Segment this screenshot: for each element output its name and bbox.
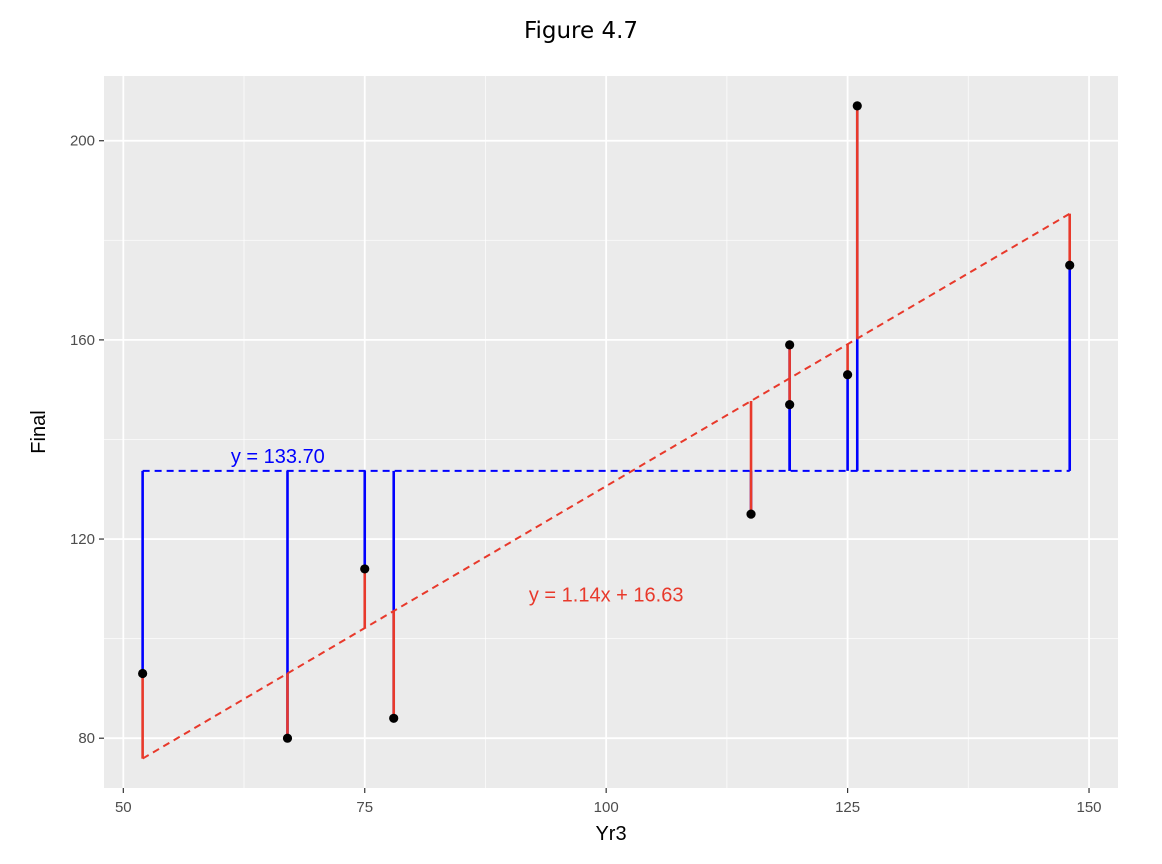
data-point (138, 668, 148, 679)
x-axis-ticks: 50 75 100 125 150 (115, 788, 1102, 816)
x-tick-label: 150 (1077, 799, 1102, 816)
data-point (852, 101, 862, 111)
fit-residuals (141, 105, 1072, 759)
y-tick-label: 80 (78, 730, 95, 747)
data-point (1065, 260, 1075, 270)
x-axis-title: Yr3 (595, 823, 626, 845)
mean-line-label: y = 133.70 (231, 446, 325, 468)
x-tick-label: 50 (115, 799, 132, 816)
data-point (785, 400, 795, 410)
data-point (785, 340, 795, 350)
data-point (389, 713, 399, 723)
y-tick-label: 120 (70, 531, 95, 548)
y-axis-ticks: 80 120 160 200 (70, 133, 104, 747)
data-points (138, 101, 1075, 743)
chart-title: Figure 4.7 (523, 18, 639, 44)
y-axis-title: Final (28, 410, 50, 453)
x-tick-label: 75 (356, 799, 373, 816)
data-point (746, 509, 756, 519)
data-point (843, 370, 853, 380)
y-tick-label: 200 (70, 133, 95, 150)
data-point (282, 733, 293, 743)
x-tick-label: 100 (594, 799, 619, 816)
grid-minor (104, 76, 1118, 788)
regression-line-label: y = 1.14x + 16.63 (529, 584, 684, 606)
y-tick-label: 160 (70, 332, 95, 349)
x-tick-label: 125 (835, 799, 860, 816)
data-point (360, 564, 370, 574)
plot-panel (104, 76, 1118, 788)
